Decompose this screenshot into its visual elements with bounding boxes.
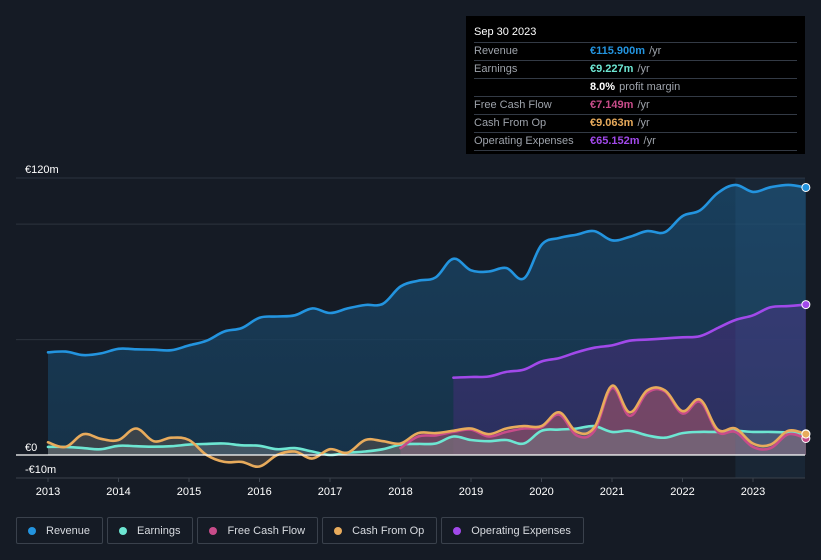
y-label: €0 (25, 442, 37, 454)
tooltip-row-value: 8.0% (590, 81, 616, 93)
x-label: 2023 (741, 486, 765, 498)
operating-expenses-endpoint[interactable] (801, 300, 811, 310)
legend-label: Operating Expenses (471, 524, 571, 537)
tooltip-row: Free Cash Flow €7.149m/yr (474, 97, 797, 115)
tooltip-row: Cash From Op €9.063m/yr (474, 115, 797, 133)
tooltip-row-label: Cash From Op (474, 117, 547, 129)
tooltip-row-label: Free Cash Flow (474, 99, 552, 111)
tooltip-row: Operating Expenses €65.152m/yr (474, 133, 797, 151)
series-lines (46, 183, 808, 469)
x-axis-ticks: 2013 2014 2015 2016 2017 2018 2019 2020 2021 2022… (36, 478, 765, 498)
series-areas (48, 184, 806, 467)
tooltip-row-unit: profit margin (619, 81, 681, 93)
y-label: -€10m (25, 464, 56, 476)
free-cash-flow-area (400, 387, 806, 455)
tooltip-row-value: €9.063m (590, 117, 634, 129)
x-label: 2017 (318, 486, 342, 498)
tooltip-row-value: €7.149m (590, 99, 634, 111)
tooltip-row-value: €65.152m (590, 135, 640, 147)
cash-from-op-endpoint[interactable] (801, 429, 811, 439)
x-label: 2014 (106, 486, 130, 498)
x-label: 2021 (600, 486, 624, 498)
legend-dot-icon (209, 526, 218, 535)
tooltip-row-unit: /yr (637, 99, 650, 111)
legend-item-operating-expenses[interactable]: Operating Expenses (441, 517, 584, 544)
tooltip-row-label (474, 79, 590, 96)
operating-expenses-line (452, 303, 808, 379)
legend-label: Cash From Op (352, 524, 425, 537)
legend-item-revenue[interactable]: Revenue (16, 517, 104, 544)
tooltip-row: Revenue €115.900m/yr (474, 43, 797, 61)
forecast-band (735, 178, 805, 478)
series-endpoints (801, 182, 811, 443)
tooltip-date: Sep 30 2023 (474, 24, 797, 43)
tooltip-row: 8.0% profit margin (474, 79, 797, 97)
tooltip-row-value: €115.900m (590, 45, 646, 57)
tooltip-row-unit: /yr (643, 135, 656, 147)
tooltip-row-value: €9.227m (590, 63, 634, 75)
tooltip-rows: Revenue €115.900m/yr Earnings €9.227m/yr 8.0… (474, 43, 797, 151)
tooltip: Sep 30 2023 Revenue €115.900m/yr Earnings €… (466, 16, 805, 154)
tooltip-row-label: Operating Expenses (474, 135, 574, 147)
x-label: 2013 (36, 486, 60, 498)
x-label: 2018 (388, 486, 412, 498)
legend-label: Revenue (46, 524, 91, 537)
legend-item-cash-from-op[interactable]: Cash From Op (322, 517, 438, 544)
tooltip-row: Earnings €9.227m/yr (474, 61, 797, 79)
revenue-line (46, 183, 808, 357)
y-axis-labels: €120m €0 -€10m (25, 164, 59, 476)
legend-item-free-cash-flow[interactable]: Free Cash Flow (197, 517, 319, 544)
legend: Revenue Earnings Free Cash Flow Cash From O… (16, 517, 584, 544)
tooltip-row-unit: /yr (637, 117, 650, 129)
y-label: €120m (25, 164, 59, 176)
tooltip-row-unit: /yr (637, 63, 650, 75)
legend-label: Free Cash Flow (227, 524, 306, 537)
x-label: 2016 (247, 486, 271, 498)
x-label: 2019 (459, 486, 483, 498)
tooltip-row-label: Revenue (474, 45, 519, 57)
x-label: 2015 (177, 486, 201, 498)
earnings-line (46, 424, 808, 457)
cash-from-op-line (46, 384, 808, 469)
x-label: 2022 (670, 486, 694, 498)
x-label: 2020 (529, 486, 553, 498)
earnings-area (48, 426, 806, 456)
operating-expenses-area (453, 304, 806, 455)
tooltip-row-unit: /yr (649, 45, 662, 57)
tooltip-row-label: Earnings (474, 63, 518, 75)
cash-from-op-area (48, 385, 806, 467)
legend-label: Earnings (137, 524, 181, 537)
legend-dot-icon (453, 526, 462, 535)
legend-dot-icon (334, 526, 343, 535)
legend-dot-icon (119, 526, 128, 535)
revenue-endpoint[interactable] (801, 182, 811, 192)
legend-item-earnings[interactable]: Earnings (107, 517, 194, 544)
chart: €120m€0-€10m 2013 2014 2015 2016 2017 2018 201… (16, 164, 811, 498)
legend-dot-icon (28, 526, 36, 535)
